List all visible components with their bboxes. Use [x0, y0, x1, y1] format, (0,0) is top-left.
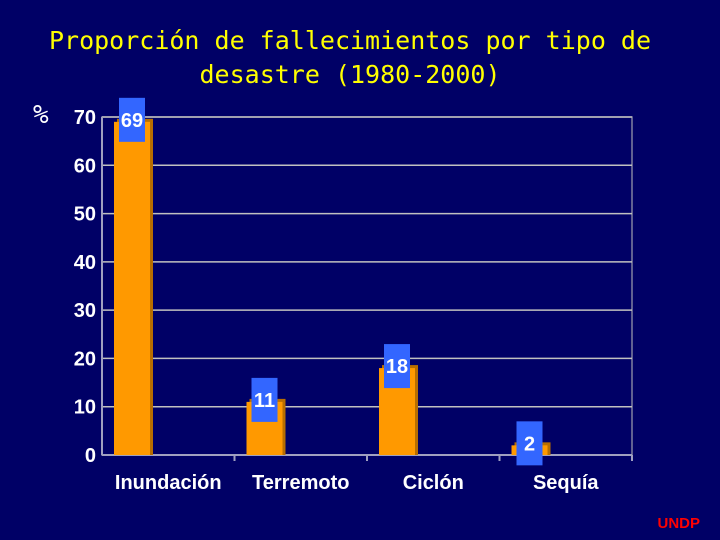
y-tick-label: 10 — [74, 397, 96, 419]
y-tick-label: 0 — [85, 445, 96, 467]
y-tick-label: 60 — [74, 155, 96, 177]
y-axis-label: % — [33, 100, 49, 130]
x-category-label: Ciclón — [403, 472, 464, 494]
bar — [114, 121, 150, 455]
plot-frame — [101, 116, 633, 456]
data-label-box — [119, 97, 145, 142]
chart-title-line-1: Proporción de fallecimientos por tipo de — [48, 26, 652, 55]
data-label-box — [516, 421, 543, 466]
x-category-label: Terremoto — [252, 472, 349, 494]
data-label: 11 — [254, 390, 275, 412]
data-label-box — [251, 377, 278, 422]
x-category-label: Inundación — [115, 472, 222, 494]
chart-title: Proporción de fallecimientos por tipo de… — [0, 24, 700, 92]
y-tick-label: 30 — [74, 300, 96, 322]
data-label: 2 — [524, 433, 535, 455]
data-label: 18 — [386, 356, 408, 378]
chart-title-line-2: desastre (1980-2000) — [199, 60, 501, 89]
y-tick-label: 50 — [74, 204, 96, 226]
y-tick-label: 20 — [74, 348, 96, 370]
y-tick-label: 70 — [74, 107, 96, 129]
credit-label: UNDP — [657, 515, 700, 532]
data-label: 69 — [121, 110, 143, 132]
x-category-label: Sequía — [533, 472, 599, 494]
y-tick-label: 40 — [74, 252, 96, 274]
data-label-box — [384, 344, 410, 389]
